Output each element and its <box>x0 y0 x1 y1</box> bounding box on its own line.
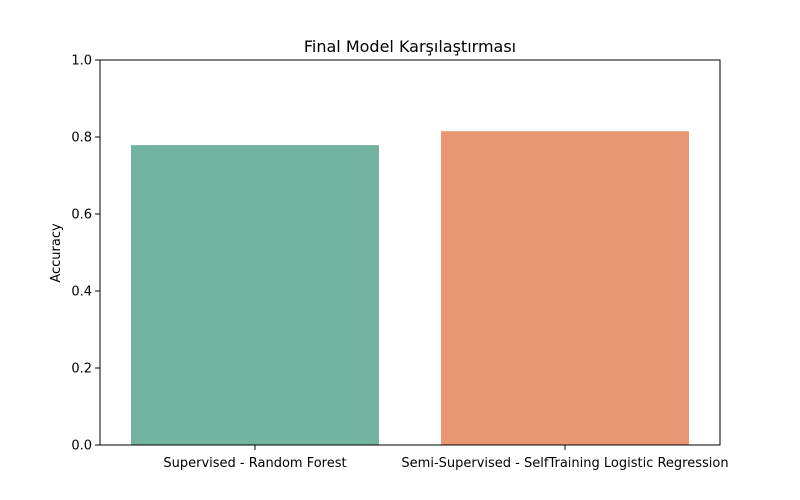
y-ticks-group: 0.0 0.2 0.4 0.6 0.8 1.0 <box>71 54 100 454</box>
chart-title: Final Model Karşılaştırması <box>304 37 516 56</box>
y-tick-label-2: 0.4 <box>71 285 92 300</box>
bar-1 <box>441 131 689 445</box>
x-tick-label-1: Semi-Supervised - SelfTraining Logistic … <box>401 456 728 471</box>
y-tick-label-5: 1.0 <box>71 54 92 69</box>
x-tick-label-0: Supervised - Random Forest <box>163 456 346 471</box>
x-ticks-group: Supervised - Random Forest Semi-Supervise… <box>163 445 729 471</box>
y-axis-label: Accuracy <box>49 223 64 283</box>
y-tick-label-4: 0.8 <box>71 131 92 146</box>
bar-0 <box>131 145 379 445</box>
bars-group <box>131 131 689 445</box>
y-tick-label-3: 0.6 <box>71 208 92 223</box>
plot-frame <box>99 59 721 446</box>
y-tick-label-1: 0.2 <box>71 362 92 377</box>
y-tick-label-0: 0.0 <box>71 439 92 454</box>
